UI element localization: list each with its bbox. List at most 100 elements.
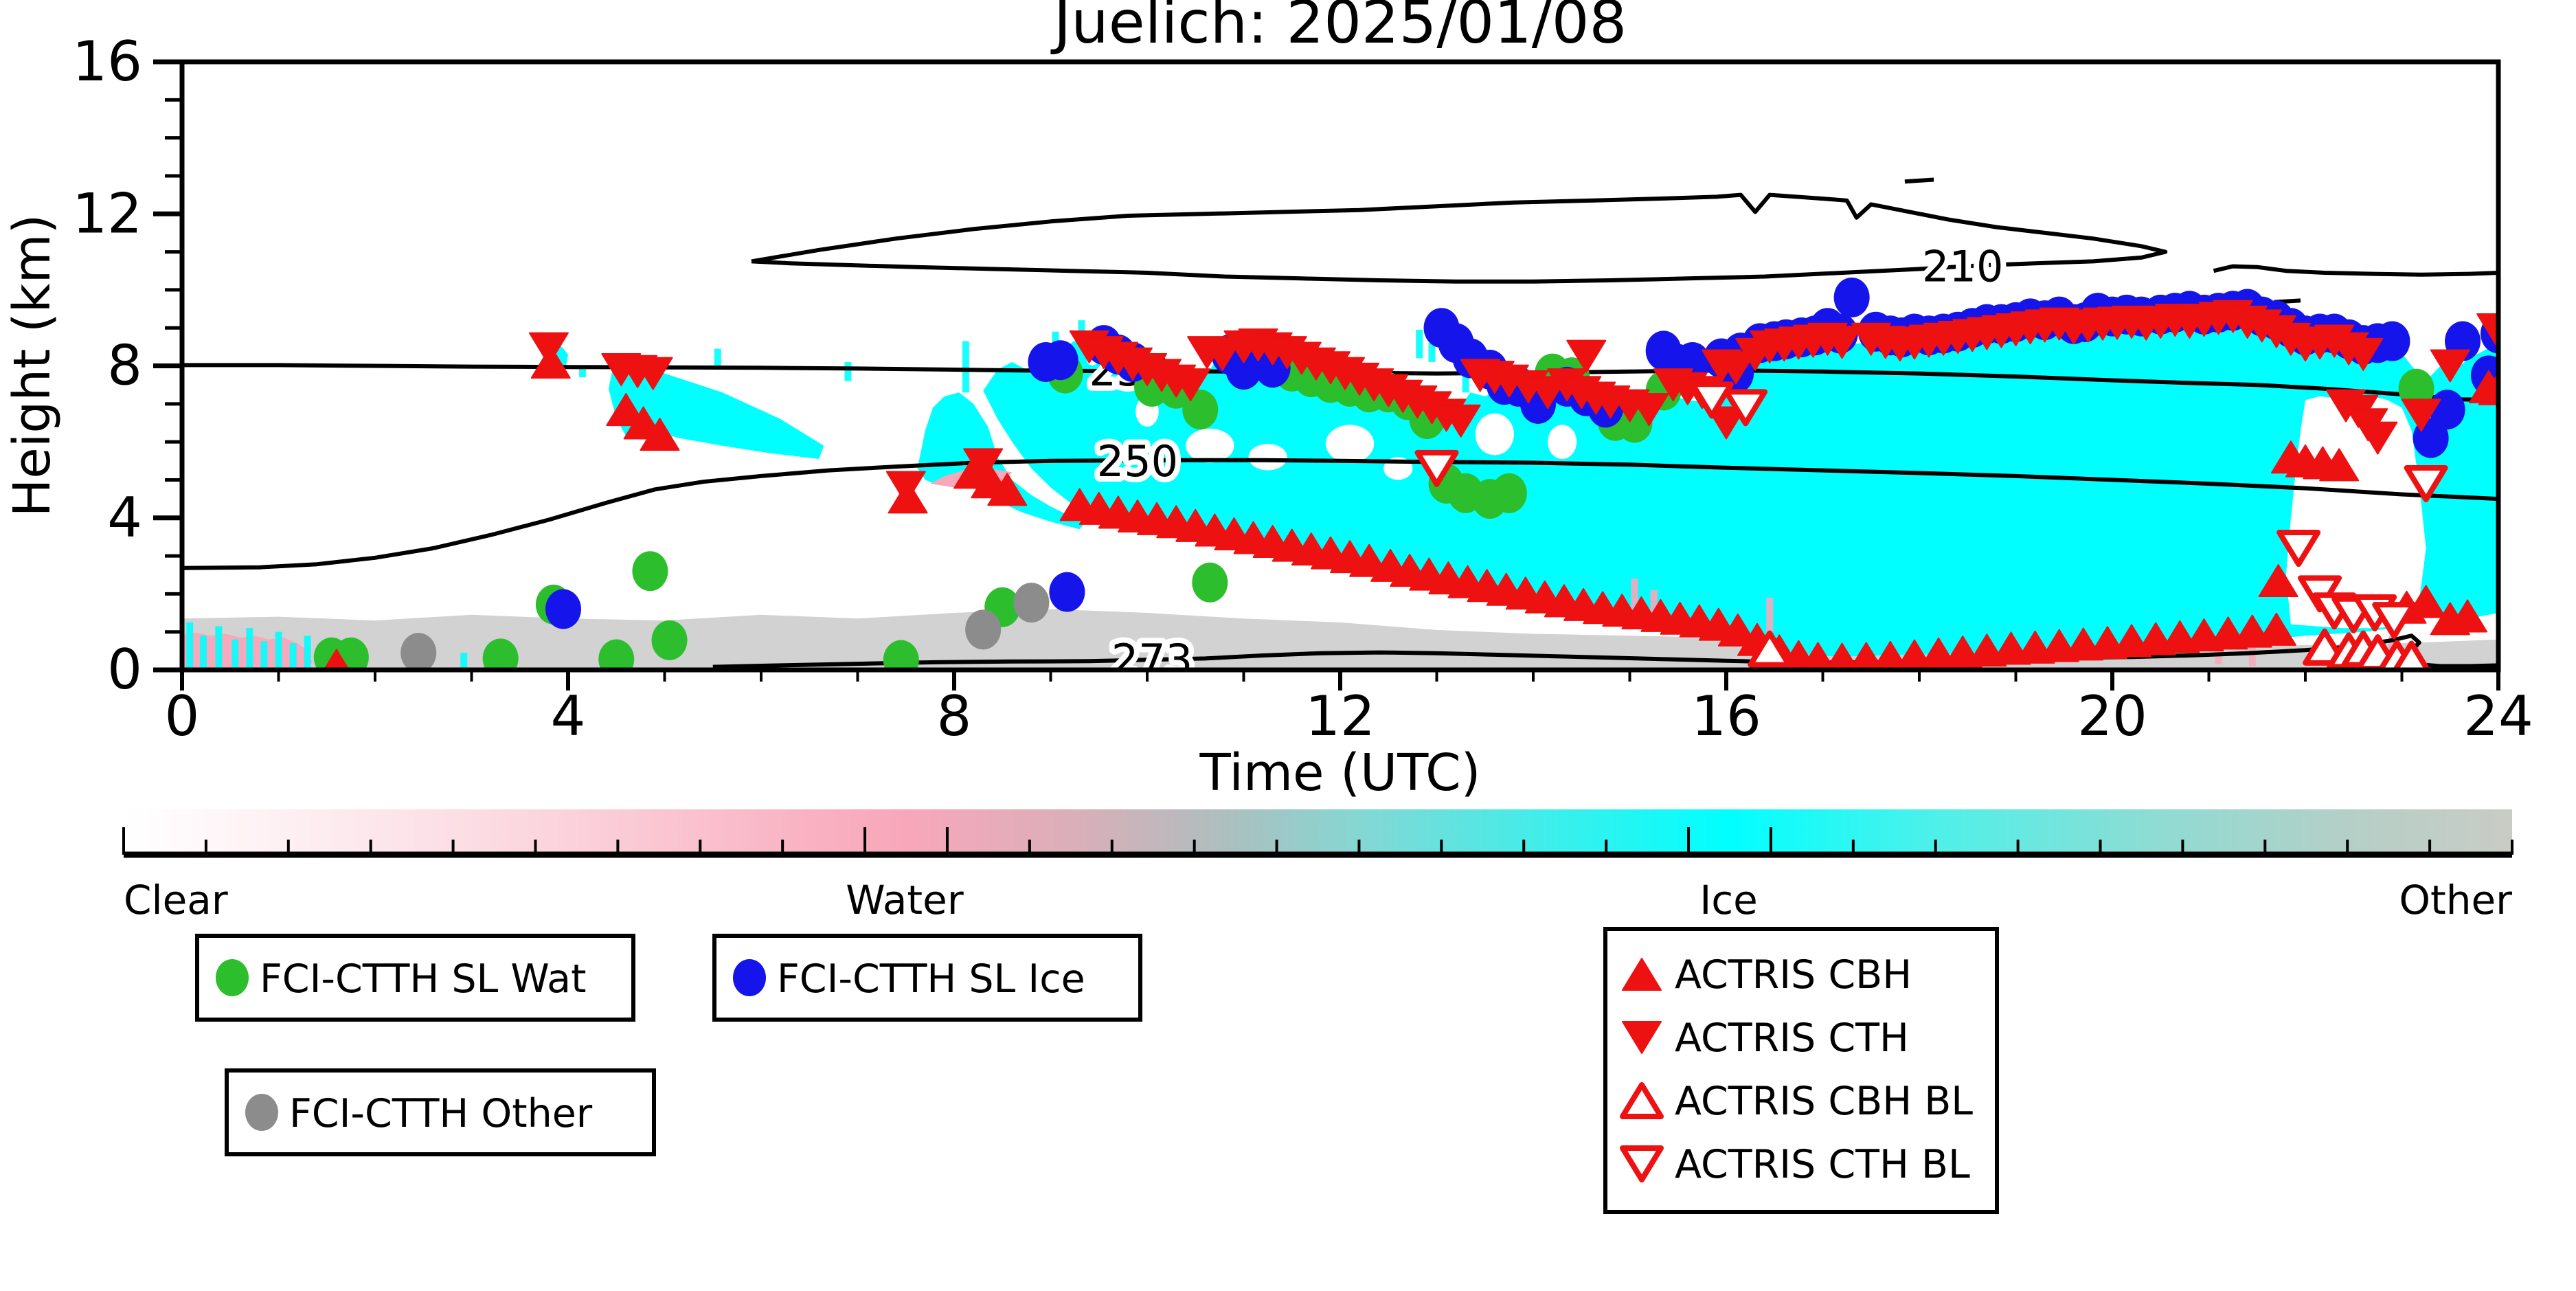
cloud-streak: [1766, 597, 1774, 632]
legend-box-fci-other: FCI-CTTH Other: [225, 1068, 656, 1156]
actris-cth-bl-marker: [2404, 464, 2448, 502]
cloud-gap: [1325, 425, 1375, 463]
actris-cbh-marker: [987, 473, 1028, 506]
legend-label-actris-cth-bl: ACTRIS CTH BL: [1675, 1142, 1970, 1187]
isotherm-label-250: 250: [1097, 436, 1178, 486]
actris-cth-marker: [2401, 398, 2441, 432]
cloud-streak: [844, 361, 852, 381]
fci-ctth-sl-ice-marker: [1042, 340, 1078, 381]
fci-ctth-sl-wat-marker: [482, 638, 519, 670]
isotherm-230: [182, 363, 2498, 403]
x-axis-label: Time (UTC): [1199, 743, 1480, 802]
fci-ctth-sl-wat-marker: [2398, 368, 2434, 409]
cloud-streak: [215, 626, 223, 670]
x-tick-label: 20: [2077, 684, 2147, 748]
fci-ctth-other-marker: [1013, 583, 1050, 623]
actris-cth-marker: [1629, 393, 1669, 427]
y-tick-label: 8: [107, 334, 142, 398]
actris-cbh-marker: [1849, 642, 1884, 670]
actris-cth-bl-marker: [2372, 602, 2417, 640]
fci-ctth-sl-wat-marker: [651, 620, 688, 660]
actris-cbh-marker: [2406, 585, 2446, 618]
y-tick-label: 16: [72, 30, 142, 93]
legend-label-actris-cbh-bl: ACTRIS CBH BL: [1675, 1079, 1973, 1124]
actris-cth-marker: [1566, 339, 1607, 373]
actris-cth-bl-marker: [1689, 381, 1734, 419]
cloud-gap: [1475, 413, 1514, 456]
cloud-gap: [1548, 425, 1577, 460]
x-tick-label: 4: [551, 684, 586, 748]
actris-cbh-marker: [2319, 448, 2360, 482]
series-fci-ctth-other: [400, 583, 1050, 670]
triangle-down-open-icon: [1620, 1145, 1664, 1182]
actris-cth-marker: [2430, 349, 2470, 383]
legend-box-fci-wat: FCI-CTTH SL Wat: [195, 934, 635, 1022]
actris-cth-marker: [963, 448, 1004, 482]
actris-cth-marker: [528, 332, 569, 366]
fci-ctth-other-marker: [400, 633, 437, 670]
series-actris-cbh: [323, 345, 2498, 670]
legend-box-actris: ACTRIS CBH ACTRIS CTH ACTRIS CBH BL ACTRIS …: [1603, 927, 1999, 1214]
legend-label-fci-wat: FCI-CTTH SL Wat: [260, 956, 586, 1002]
isotherm-label-273: 273: [1111, 635, 1193, 685]
actris-cbh-marker: [1717, 613, 1758, 647]
fci-ctth-sl-wat-marker: [883, 640, 919, 670]
triangle-up-icon: [1622, 958, 1662, 991]
x-tick-label: 16: [1691, 684, 1761, 748]
actris-cbh-marker: [323, 649, 350, 670]
actris-cth-bl-marker: [1724, 389, 1768, 427]
actris-cth-marker: [2343, 337, 2384, 371]
colorbar-labels: Clear Water Ice Other: [124, 877, 2512, 923]
actris-cth-marker: [1706, 406, 1746, 440]
cloud-streak: [714, 348, 721, 370]
cloud-streak: [1416, 329, 1423, 359]
actris-cth-marker: [1822, 326, 1862, 359]
fci-wat-dot-icon: [216, 959, 249, 996]
actris-cth-marker: [1171, 368, 1211, 402]
cloud-streak: [962, 341, 969, 393]
fci-other-dot-icon: [245, 1094, 278, 1131]
series-actris-cth-bl: [1414, 381, 2448, 640]
fci-ctth-sl-ice-marker: [1833, 277, 1870, 317]
fci-ctth-sl-wat-marker: [632, 551, 668, 592]
triangle-up-open-icon: [1620, 1082, 1664, 1119]
legend-label-actris-cth: ACTRIS CTH: [1675, 1015, 1909, 1061]
cloud-region-ice_cyan: [917, 392, 1085, 530]
y-tick-label: 4: [107, 486, 142, 550]
actris-cth-marker: [1202, 337, 1243, 371]
cloud-streak: [1078, 320, 1085, 338]
cloud-streak: [1631, 579, 1638, 617]
colorbar-label-other: Other: [2399, 877, 2512, 923]
actris-cth-marker: [1440, 404, 1481, 438]
y-tick-label: 12: [72, 181, 142, 245]
cloud-streak: [275, 631, 282, 670]
cloud-gap: [1248, 443, 1287, 471]
x-tick-label: 12: [1305, 684, 1375, 748]
cloud-streak: [1428, 343, 1436, 362]
data-markers: [313, 277, 2498, 670]
actris-cbh-marker: [2256, 612, 2296, 646]
fci-ctth-sl-wat-marker: [1491, 473, 1527, 513]
cloud-streak: [199, 636, 207, 670]
cloud-streak: [289, 643, 297, 670]
actris-cbh-marker: [1825, 642, 1860, 670]
cloud-streak: [231, 639, 239, 670]
series-actris-cth: [528, 300, 2498, 504]
fci-ctth-sl-ice-marker: [2374, 321, 2410, 361]
colorbar-bar: [124, 809, 2512, 855]
isotherm-210: [1904, 177, 1934, 184]
actris-cth-marker: [2358, 421, 2398, 455]
legend-label-fci-other: FCI-CTTH Other: [289, 1091, 593, 1136]
actris-cth-marker: [1716, 351, 1756, 385]
colorbar-label-clear: Clear: [124, 877, 228, 923]
actris-cth-bl-marker: [2276, 530, 2321, 567]
fci-ctth-sl-wat-marker: [1192, 562, 1228, 603]
cloud-streak: [2215, 639, 2222, 664]
colorbar-ticks: [122, 827, 2513, 858]
legend: FCI-CTTH SL Wat FCI-CTTH SL Ice FCI-CTTH…: [195, 927, 1999, 1214]
cloud-streak: [246, 628, 253, 670]
legend-box-fci-ice: FCI-CTTH SL Ice: [712, 934, 1142, 1022]
cloud-gap: [1186, 428, 1234, 463]
cloud-streak: [460, 653, 468, 670]
